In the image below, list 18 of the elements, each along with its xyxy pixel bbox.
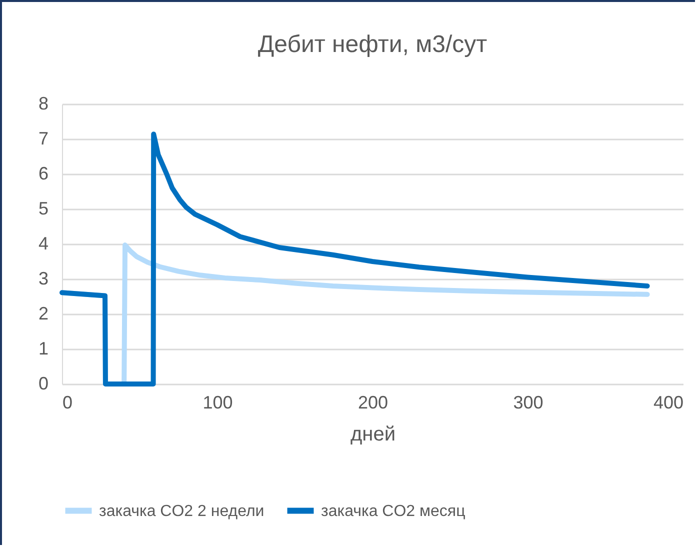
y-tick-label: 8 (38, 94, 48, 114)
legend-label: закачка CO2 2 недели (99, 502, 264, 520)
y-tick-label: 6 (38, 164, 48, 184)
y-tick-label: 0 (38, 374, 48, 394)
y-tick-label: 5 (38, 198, 48, 218)
y-tick-label: 4 (38, 234, 48, 254)
x-tick-label: 400 (653, 392, 684, 412)
y-tick-label: 1 (38, 338, 48, 358)
legend-label: закачка CO2 месяц (321, 502, 466, 520)
y-tick-label: 2 (38, 304, 48, 324)
x-tick-label: 0 (62, 392, 73, 412)
y-tick-label: 3 (38, 268, 48, 288)
y-tick-label: 7 (38, 128, 48, 148)
x-axis-title: дней (350, 424, 396, 446)
x-tick-label: 200 (358, 392, 388, 412)
chart-title: Дебит нефти, м3/сут (258, 31, 488, 58)
x-tick-label: 100 (202, 392, 233, 412)
x-tick-label: 300 (513, 392, 544, 412)
